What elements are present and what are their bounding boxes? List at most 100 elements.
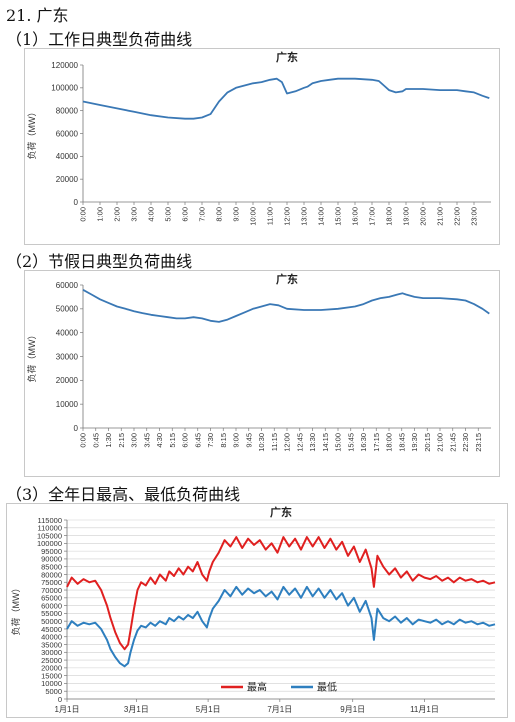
x-tick-label: 19:30	[410, 433, 419, 452]
y-tick-label: 65000	[41, 594, 62, 603]
x-tick-label: 4:30	[155, 433, 164, 448]
series-line-max	[66, 536, 496, 651]
x-tick-label: 10:30	[257, 433, 266, 452]
y-tick-label: 40000	[56, 152, 79, 161]
x-tick-label: 15:00	[334, 207, 343, 226]
workday-chart-svg: 广东 0 20000 40000 60000 80000 100000 120000 0:00 1…	[26, 50, 491, 226]
y-tick-label: 105000	[37, 531, 62, 540]
x-tick-label: 6:00	[181, 207, 190, 222]
y-tick-label: 75000	[41, 578, 62, 587]
x-tick-label: 15:45	[346, 433, 355, 452]
x-tick-label: 3:45	[142, 433, 151, 448]
y-tick-label: 85000	[41, 562, 62, 571]
x-tick-label: 1:30	[104, 433, 113, 448]
x-tick-label: 9月1日	[340, 705, 365, 714]
x-tick-label: 18:45	[397, 433, 406, 452]
legend-label-min: 最低	[317, 681, 337, 694]
y-tick-label: 115000	[38, 516, 62, 525]
x-tick-label: 18:00	[385, 433, 394, 452]
y-tick-label: 40000	[41, 633, 62, 642]
y-tick-label: 30000	[41, 648, 62, 657]
x-tick-label: 23:15	[474, 433, 483, 452]
y-tick-label: 20000	[56, 175, 79, 184]
x-tick-label: 12:45	[295, 433, 304, 452]
x-tick-label: 11月1日	[410, 705, 439, 714]
y-tick-label: 120000	[51, 61, 78, 70]
y-tick-label: 55000	[41, 609, 62, 618]
y-tick-label: 30000	[56, 352, 79, 361]
holiday-chart-svg: 广东 0 10000 20000 30000 40000 50000 60000 0:00 0:4…	[26, 272, 491, 452]
x-tick-label: 17:15	[372, 433, 381, 452]
series-line-load	[82, 77, 490, 120]
x-tick-label: 21:00	[436, 207, 445, 226]
x-tick-label: 3:00	[130, 207, 139, 222]
x-tick-label: 16:30	[359, 433, 368, 452]
x-tick-label: 9:45	[244, 433, 253, 448]
x-tick-label: 11:15	[270, 433, 279, 451]
x-tick-label: 20:15	[423, 433, 432, 452]
x-tick-label: 6:45	[193, 433, 202, 448]
x-tick-label: 2:15	[117, 433, 126, 448]
x-tick-label: 6:00	[181, 433, 190, 448]
x-tick-label: 19:00	[402, 207, 411, 226]
x-tick-label: 18:00	[385, 207, 394, 226]
chart-title: 广东	[270, 505, 292, 519]
x-tick-label: 13:00	[300, 207, 309, 226]
holiday-chart: 广东 0 10000 20000 30000 40000 50000 60000 0:00 0:4…	[24, 270, 500, 477]
x-tick-label: 1:00	[96, 207, 105, 222]
x-tick-label: 7:00	[198, 207, 207, 222]
x-tick-label: 16:00	[351, 207, 360, 226]
y-axis-label: 负荷（MW）	[26, 108, 37, 160]
chart-title: 广东	[276, 50, 298, 64]
y-tick-label: 20000	[41, 664, 62, 673]
y-tick-label: 40000	[56, 328, 79, 337]
y-tick-label: 45000	[41, 625, 62, 634]
legend-label-max: 最高	[247, 681, 267, 694]
chart-title: 广东	[276, 272, 298, 286]
y-tick-label: 5000	[45, 687, 62, 696]
x-tick-label: 2:00	[113, 207, 122, 222]
x-tick-label: 9:00	[232, 433, 241, 448]
x-tick-label: 21:45	[448, 433, 457, 452]
x-tick-label: 14:00	[317, 207, 326, 226]
x-tick-label: 0:00	[79, 207, 88, 222]
y-tick-label: 80000	[41, 570, 62, 579]
series-line-load	[82, 289, 490, 323]
x-tick-label: 0:00	[79, 433, 88, 448]
x-tick-label: 10:00	[249, 207, 258, 226]
x-tick-label: 21:00	[436, 433, 445, 452]
y-tick-label: 60000	[56, 281, 79, 290]
y-tick-label: 50000	[56, 305, 79, 314]
x-tick-label: 1月1日	[55, 705, 80, 714]
y-tick-label: 0	[74, 198, 79, 207]
section-title: 21. 广东	[6, 6, 69, 25]
y-tick-label: 70000	[41, 586, 62, 595]
y-tick-label: 110000	[38, 524, 62, 533]
y-tick-label: 50000	[41, 617, 62, 626]
x-tick-label: 22:00	[453, 207, 462, 226]
y-tick-label: 90000	[41, 555, 62, 564]
x-tick-label: 13:30	[308, 433, 317, 452]
x-tick-label: 8:15	[219, 433, 228, 448]
y-tick-label: 95000	[41, 547, 62, 556]
x-tick-label: 12:00	[283, 207, 292, 226]
y-tick-label: 15000	[41, 671, 62, 680]
x-tick-label: 22:30	[461, 433, 470, 452]
y-tick-label: 35000	[41, 640, 62, 649]
y-tick-label: 20000	[56, 376, 79, 385]
y-axis-label: 负荷（MW）	[26, 331, 37, 383]
y-tick-label: 100000	[51, 84, 78, 93]
y-tick-label: 100000	[37, 539, 62, 548]
x-tick-label: 4:00	[147, 207, 156, 222]
x-tick-label: 0:45	[91, 433, 100, 448]
series-line-min	[66, 585, 496, 668]
y-tick-label: 25000	[41, 656, 62, 665]
x-tick-label: 14:15	[321, 433, 330, 452]
y-tick-label: 0	[74, 424, 79, 433]
x-tick-label: 7:30	[206, 433, 215, 448]
x-tick-label: 5:00	[164, 207, 173, 222]
x-tick-label: 3:00	[130, 433, 139, 448]
workday-heading: （1）工作日典型负荷曲线	[6, 30, 193, 49]
annual-chart-svg: 广东 05000100001500020000250003000035000400…	[10, 505, 496, 714]
y-axis-label: 负荷（MW）	[10, 584, 21, 636]
